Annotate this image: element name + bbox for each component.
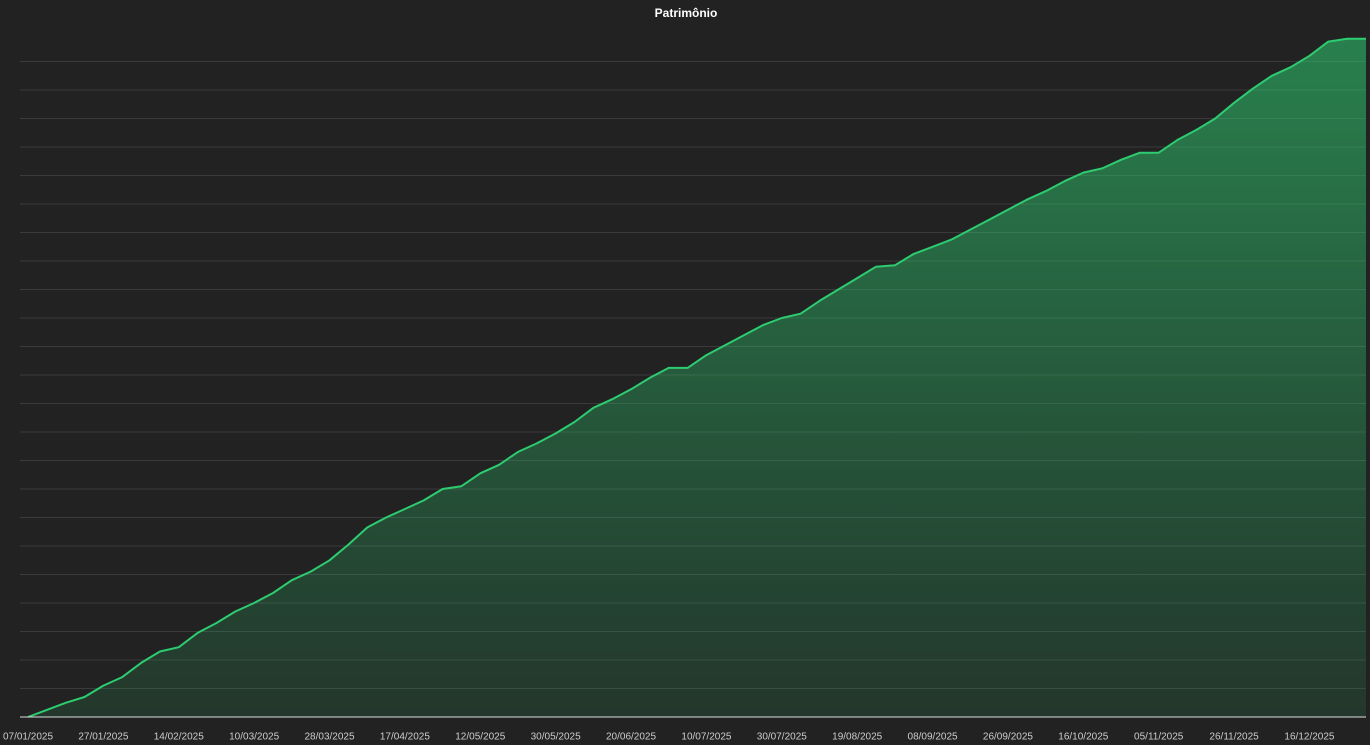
x-tick-label: 16/10/2025: [1058, 732, 1108, 743]
x-tick-label: 10/07/2025: [681, 732, 731, 743]
x-tick-label: 20/06/2025: [606, 732, 656, 743]
x-tick-label: 30/05/2025: [531, 732, 581, 743]
x-tick-label: 12/05/2025: [455, 732, 505, 743]
x-tick-label: 17/04/2025: [380, 732, 430, 743]
x-tick-label: 08/09/2025: [908, 732, 958, 743]
line: [27, 37, 1366, 718]
x-tick-label: 14/02/2025: [154, 732, 204, 743]
x-tick-label: 16/12/2025: [1284, 732, 1334, 743]
x-tick-label: 27/01/2025: [78, 732, 128, 743]
area: [28, 38, 1366, 717]
chart-title: Patrimônio: [655, 6, 718, 20]
x-tick-label: 19/08/2025: [832, 732, 882, 743]
x-tick-label: 26/09/2025: [983, 732, 1033, 743]
x-tick-label: 10/03/2025: [229, 732, 279, 743]
x-tick-label: 05/11/2025: [1134, 732, 1184, 743]
x-tick-label: 26/11/2025: [1209, 732, 1259, 743]
x-tick-label: 30/07/2025: [757, 732, 807, 743]
x-tick-label: 07/01/2025: [3, 732, 53, 743]
x-tick-label: 28/03/2025: [304, 732, 354, 743]
